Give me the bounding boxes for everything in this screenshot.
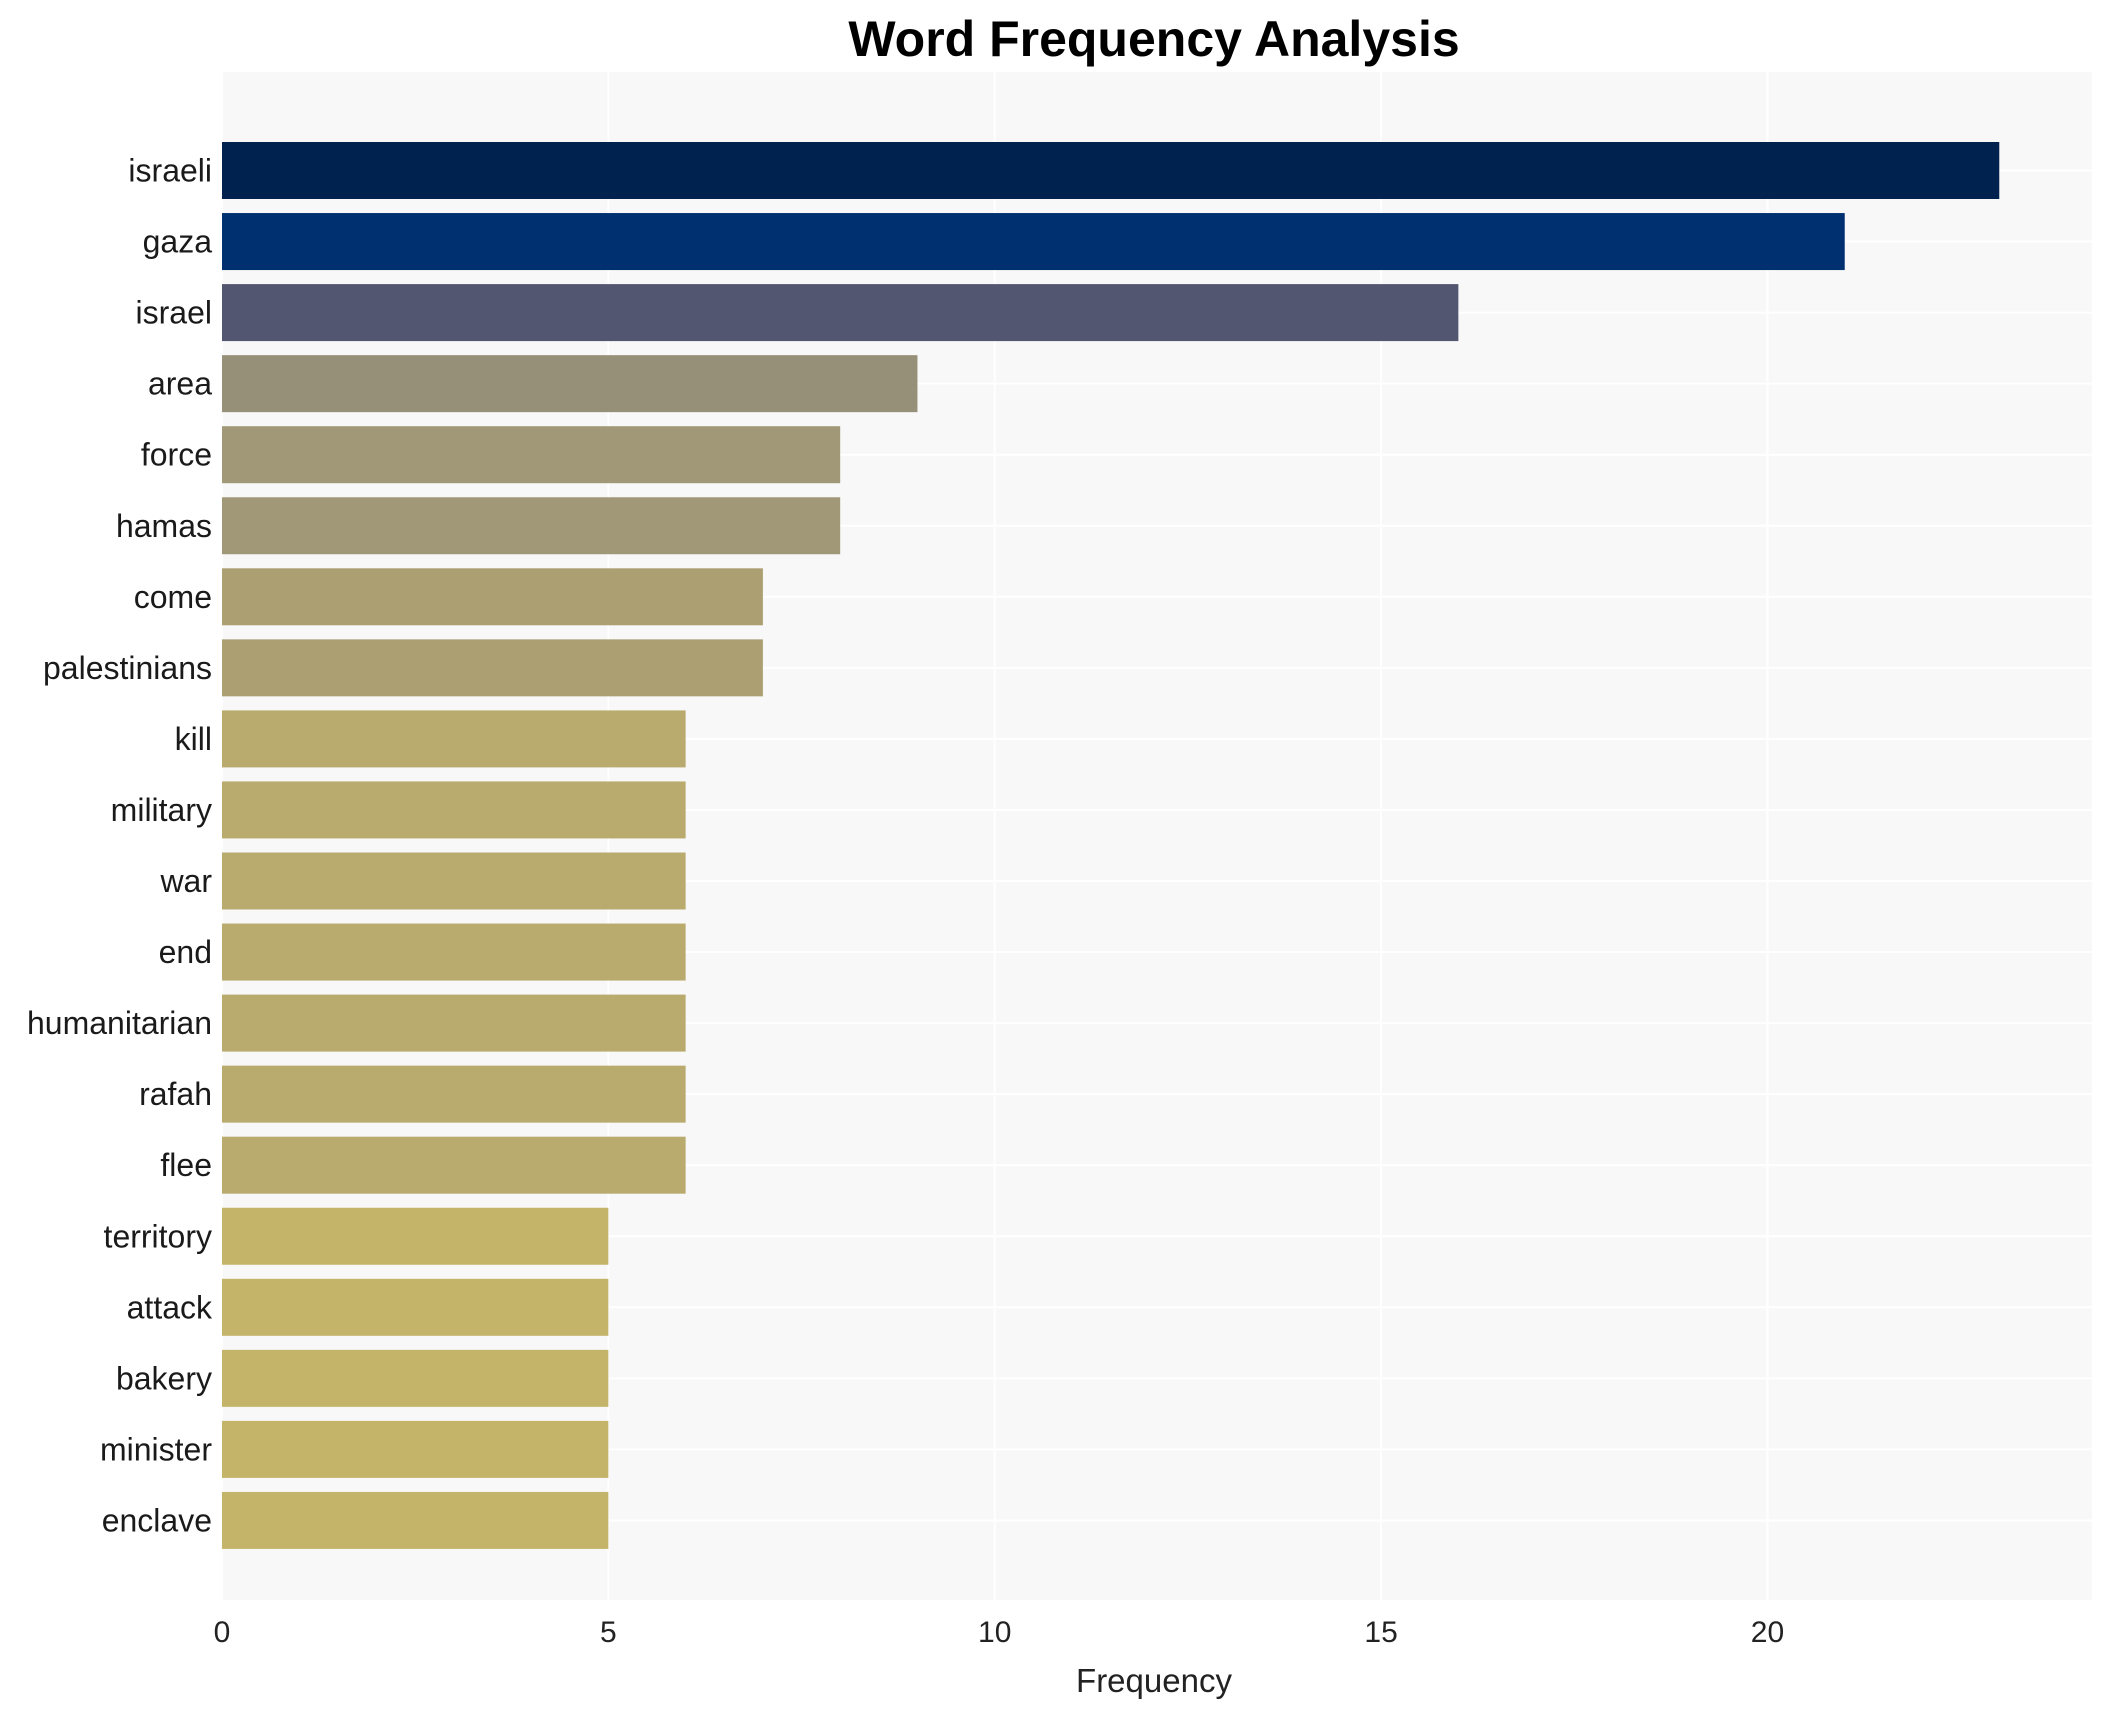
category-label-minister: minister xyxy=(100,1431,212,1467)
category-label-gaza: gaza xyxy=(143,224,213,260)
category-label-flee: flee xyxy=(160,1147,212,1183)
bar-palestinians xyxy=(222,639,763,697)
bar-gaza xyxy=(222,213,1845,271)
x-tick-labels: 0 5 10 15 20 xyxy=(214,1616,1784,1649)
bar-bakery xyxy=(222,1349,609,1407)
category-label-war: war xyxy=(159,863,212,899)
category-label-military: military xyxy=(111,792,212,828)
category-label-end: end xyxy=(159,934,212,970)
category-label-area: area xyxy=(148,366,212,402)
category-label-israeli: israeli xyxy=(128,153,212,189)
x-tick-label: 5 xyxy=(600,1616,617,1649)
category-labels: israeli gaza israel area force hamas come pales… xyxy=(27,153,213,1539)
bar-area xyxy=(222,355,918,413)
category-label-force: force xyxy=(141,437,212,473)
bar-come xyxy=(222,568,763,626)
bar-israeli xyxy=(222,142,2000,199)
bar-hamas xyxy=(222,497,841,555)
category-label-hamas: hamas xyxy=(116,508,212,544)
bar-kill xyxy=(222,710,686,768)
category-label-come: come xyxy=(134,579,212,615)
x-tick-label: 10 xyxy=(978,1616,1011,1649)
category-label-rafah: rafah xyxy=(139,1076,212,1112)
x-tick-label: 0 xyxy=(214,1616,231,1649)
category-label-israel: israel xyxy=(136,295,212,331)
bar-end xyxy=(222,923,686,981)
bar-attack xyxy=(222,1278,609,1336)
category-label-enclave: enclave xyxy=(102,1502,212,1538)
category-label-humanitarian: humanitarian xyxy=(27,1005,212,1041)
bar-war xyxy=(222,852,686,910)
bar-israel xyxy=(222,284,1459,342)
category-label-territory: territory xyxy=(104,1218,212,1254)
bar-military xyxy=(222,781,686,839)
chart-title: Word Frequency Analysis xyxy=(848,11,1459,67)
x-tick-label: 15 xyxy=(1364,1616,1397,1649)
category-label-palestinians: palestinians xyxy=(43,650,212,686)
bar-force xyxy=(222,426,841,484)
bar-rafah xyxy=(222,1065,686,1123)
category-label-attack: attack xyxy=(127,1289,213,1325)
bar-humanitarian xyxy=(222,994,686,1052)
bars xyxy=(222,142,2000,1549)
x-axis-label: Frequency xyxy=(1076,1662,1232,1699)
category-label-bakery: bakery xyxy=(116,1360,212,1396)
bar-enclave xyxy=(222,1491,609,1549)
x-tick-label: 20 xyxy=(1751,1616,1784,1649)
category-label-kill: kill xyxy=(175,721,212,757)
bar-minister xyxy=(222,1420,609,1478)
bar-flee xyxy=(222,1136,686,1194)
bar-territory xyxy=(222,1207,609,1265)
